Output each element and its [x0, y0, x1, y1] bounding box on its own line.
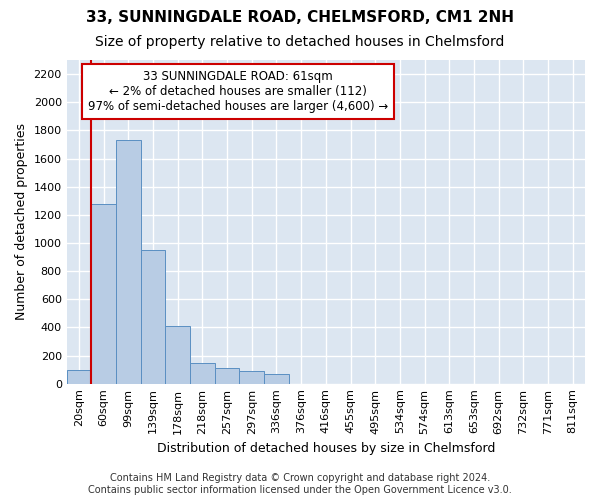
Text: Size of property relative to detached houses in Chelmsford: Size of property relative to detached ho… [95, 35, 505, 49]
Text: Contains HM Land Registry data © Crown copyright and database right 2024.
Contai: Contains HM Land Registry data © Crown c… [88, 474, 512, 495]
Bar [264, 374, 289, 384]
Bar [190, 362, 215, 384]
Bar [166, 326, 190, 384]
X-axis label: Distribution of detached houses by size in Chelmsford: Distribution of detached houses by size … [157, 442, 495, 455]
Bar [141, 250, 166, 384]
Text: 33 SUNNINGDALE ROAD: 61sqm
← 2% of detached houses are smaller (112)
97% of semi: 33 SUNNINGDALE ROAD: 61sqm ← 2% of detac… [88, 70, 388, 112]
Text: 33, SUNNINGDALE ROAD, CHELMSFORD, CM1 2NH: 33, SUNNINGDALE ROAD, CHELMSFORD, CM1 2N… [86, 10, 514, 25]
Y-axis label: Number of detached properties: Number of detached properties [15, 124, 28, 320]
Bar [67, 370, 91, 384]
Bar [91, 204, 116, 384]
Bar [239, 371, 264, 384]
Bar [215, 368, 239, 384]
Bar [116, 140, 141, 384]
